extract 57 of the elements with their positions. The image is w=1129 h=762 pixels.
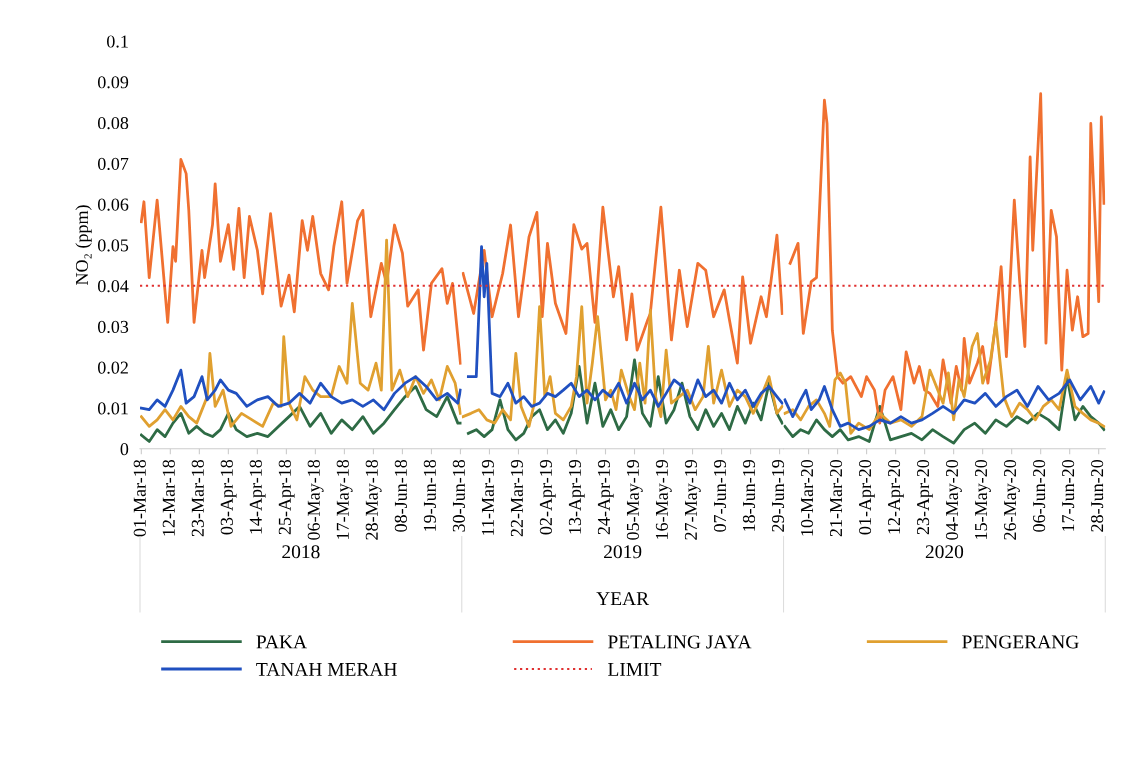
x-tick-label: 22-Mar-19 — [510, 459, 523, 537]
x-tick-label: 16-May-19 — [655, 459, 672, 539]
x-tick-label: 23-Apr-20 — [916, 459, 933, 535]
y-tick-label: 0.01 — [97, 402, 128, 415]
x-axis-title: 2019 — [604, 545, 642, 559]
x-tick-label: 29-Jun-19 — [771, 459, 785, 532]
x-tick-label: 23-Mar-18 — [191, 459, 204, 537]
legend-label: PAKA — [256, 635, 307, 649]
y-tick-label: 0.1 — [107, 35, 128, 48]
x-tick-label: 28-May-18 — [365, 459, 382, 540]
x-tick-label: 02-Apr-19 — [539, 459, 556, 535]
x-tick-label: 05-May-19 — [626, 459, 643, 540]
y-tick-label: 0.03 — [97, 320, 129, 334]
x-tick-label: 13-Apr-19 — [568, 459, 585, 534]
x-tick-label: 06-May-18 — [307, 459, 324, 540]
legend-label: TANAH MERAH — [256, 662, 397, 676]
x-tick-label: 11-Mar-19 — [481, 459, 494, 535]
x-tick-label: 18-Jun-19 — [742, 459, 756, 531]
y-tick-label: 0.07 — [97, 157, 129, 170]
x-tick-label: 14-Apr-18 — [249, 459, 266, 534]
y-tick-label: 0.04 — [97, 280, 129, 293]
x-tick-label: 21-Mar-20 — [829, 459, 843, 537]
y-tick-label: 0.06 — [97, 198, 129, 211]
x-tick-label: 15-May-20 — [974, 459, 991, 539]
legend-label: LIMIT — [608, 663, 662, 676]
x-tick-label: 08-Jun-18 — [394, 459, 407, 532]
x-axis-title: 2020 — [925, 545, 964, 559]
x-tick-label: 24-Apr-19 — [597, 459, 614, 535]
x-tick-label: 17-Jun-20 — [1062, 459, 1075, 531]
y-tick-label: 0.05 — [97, 239, 129, 252]
x-tick-label: 17-May-18 — [336, 459, 353, 539]
x-tick-label: 25-Apr-18 — [278, 459, 295, 535]
legend-label: PENGERANG — [962, 635, 1079, 649]
x-tick-label: 30-Jun-18 — [452, 459, 465, 532]
x-tick-label: 12-Mar-18 — [162, 459, 175, 536]
y-axis-title: NO₂ (ppm) — [75, 205, 92, 285]
x-tick-label: 28-Jun-20 — [1091, 459, 1104, 532]
x-tick-label: 12-Apr-20 — [887, 459, 904, 534]
y-tick-label: 0 — [120, 443, 129, 456]
x-tick-label: 06-Jun-20 — [1033, 459, 1046, 532]
y-tick-label: 0.09 — [97, 76, 129, 89]
x-tick-label: 10-Mar-20 — [800, 459, 814, 536]
x-tick-label: 01-Apr-20 — [858, 459, 875, 535]
x-tick-label: 01-Mar-18 — [133, 459, 146, 537]
line-series — [140, 368, 462, 412]
x-tick-label: 26-May-20 — [1003, 459, 1020, 540]
y-tick-label: 0.08 — [97, 116, 129, 130]
line-series — [140, 385, 462, 443]
y-tick-label: 0.02 — [97, 361, 128, 374]
x-tick-label: 03-Apr-18 — [220, 459, 237, 535]
x-tick-label: 19-Jun-18 — [423, 459, 436, 531]
x-tick-label: 27-May-19 — [684, 459, 701, 540]
legend-label: PETALING JAYA — [608, 635, 752, 649]
x-axis-title: 2018 — [282, 545, 320, 559]
text: YEAR — [596, 592, 650, 605]
x-tick-label: 04-May-20 — [945, 459, 962, 540]
x-tick-label: 07-Jun-19 — [713, 459, 727, 532]
